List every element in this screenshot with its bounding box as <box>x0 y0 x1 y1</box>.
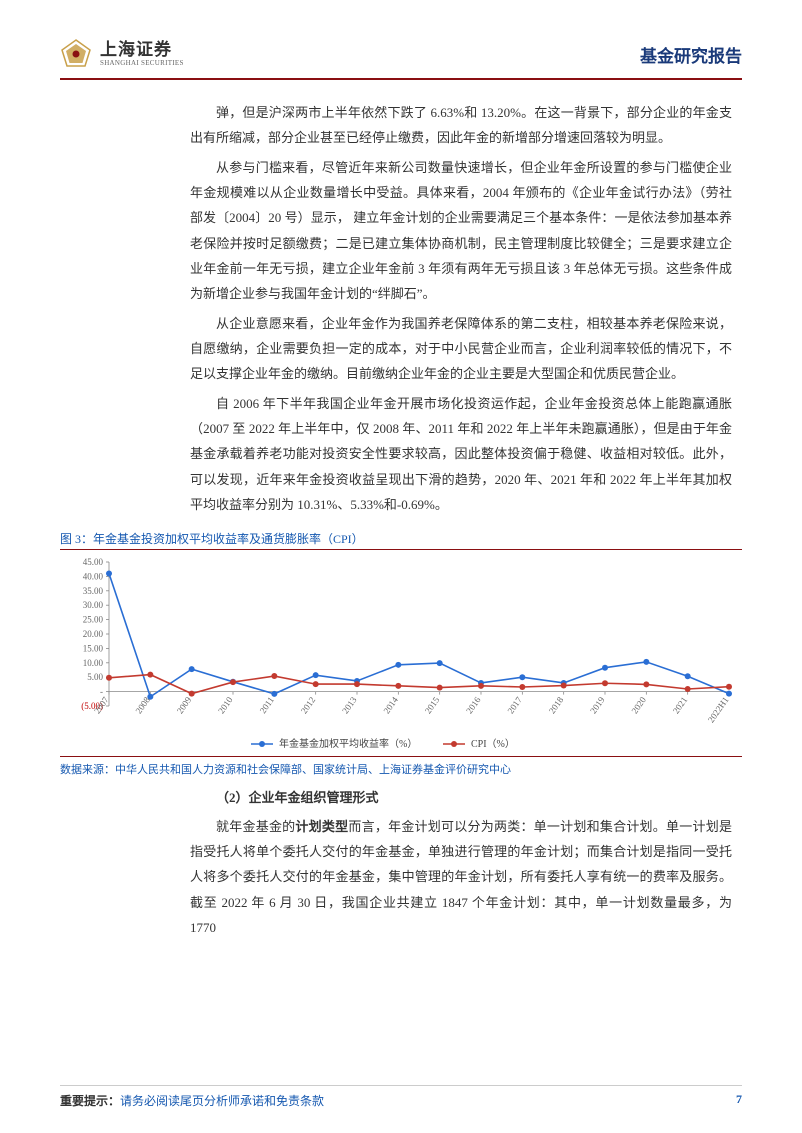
line-chart: (5.00)-5.0010.0015.0020.0025.0030.0035.0… <box>60 554 742 754</box>
svg-text:2013: 2013 <box>340 694 359 715</box>
text: 就年金基金的 <box>216 819 295 834</box>
text: 而言，年金计划可以分为两类：单一计划和集合计划。单一计划是指受托人将单个委托人交… <box>190 819 732 935</box>
logo: 上海证券 SHANGHAI SECURITIES <box>60 38 184 70</box>
svg-text:25.00: 25.00 <box>83 614 104 624</box>
data-source: 数据来源：中华人民共和国人力资源和社会保障部、国家统计局、上海证券基金评价研究中… <box>60 756 742 777</box>
svg-text:2012: 2012 <box>299 695 318 715</box>
svg-text:2017: 2017 <box>505 694 524 715</box>
paragraph: 从企业意愿来看，企业年金作为我国养老保障体系的第二支柱，相较基本养老保险来说，自… <box>190 311 732 387</box>
svg-text:30.00: 30.00 <box>83 600 104 610</box>
logo-icon <box>60 38 92 70</box>
svg-text:2022H1: 2022H1 <box>706 695 731 724</box>
svg-text:15.00: 15.00 <box>83 643 104 653</box>
svg-text:年金基金加权平均收益率（%）: 年金基金加权平均收益率（%） <box>279 737 417 750</box>
svg-text:5.00: 5.00 <box>87 672 103 682</box>
svg-text:2020: 2020 <box>629 694 648 715</box>
paragraph: 自 2006 年下半年我国企业年金开展市场化投资运作起，企业年金投资总体上能跑赢… <box>190 391 732 518</box>
body-content: 弹，但是沪深两市上半年依然下跌了 6.63%和 13.20%。在这一背景下，部分… <box>190 100 732 518</box>
logo-text-en: SHANGHAI SECURITIES <box>100 60 184 68</box>
svg-text:2007: 2007 <box>92 694 111 715</box>
svg-text:2015: 2015 <box>423 694 442 715</box>
svg-text:2016: 2016 <box>464 694 483 715</box>
footer-label: 重要提示： <box>60 1094 120 1108</box>
report-type: 基金研究报告 <box>640 42 742 67</box>
svg-text:35.00: 35.00 <box>83 585 104 595</box>
svg-text:20.00: 20.00 <box>83 629 104 639</box>
svg-text:2009: 2009 <box>175 694 194 715</box>
svg-text:2011: 2011 <box>258 695 276 715</box>
chart-title: 图 3：年金基金投资加权平均收益率及通货膨胀率（CPI） <box>60 530 742 547</box>
page-footer: 重要提示：请务必阅读尾页分析师承诺和免责条款 7 <box>60 1085 742 1109</box>
svg-text:45.00: 45.00 <box>83 557 104 567</box>
paragraph: 从参与门槛来看，尽管近年来新公司数量快速增长，但企业年金所设置的参与门槛使企业年… <box>190 155 732 307</box>
footer-text: 请务必阅读尾页分析师承诺和免责条款 <box>120 1094 324 1108</box>
svg-text:2019: 2019 <box>588 694 607 715</box>
chart-container: (5.00)-5.0010.0015.0020.0025.0030.0035.0… <box>60 549 742 754</box>
subsection-heading: （2）企业年金组织管理形式 <box>190 787 742 806</box>
svg-text:2021: 2021 <box>671 695 690 715</box>
svg-text:2010: 2010 <box>216 694 235 715</box>
logo-text-cn: 上海证券 <box>100 41 184 60</box>
paragraph: 就年金基金的计划类型而言，年金计划可以分为两类：单一计划和集合计划。单一计划是指… <box>190 814 732 941</box>
svg-text:2018: 2018 <box>547 694 566 715</box>
svg-text:10.00: 10.00 <box>83 657 104 667</box>
paragraph: 弹，但是沪深两市上半年依然下跌了 6.63%和 13.20%。在这一背景下，部分… <box>190 100 732 151</box>
svg-text:2014: 2014 <box>381 694 400 715</box>
bold-text: 计划类型 <box>295 819 348 834</box>
svg-text:CPI（%）: CPI（%） <box>471 738 515 750</box>
page-number: 7 <box>736 1092 742 1109</box>
body-content-2: 就年金基金的计划类型而言，年金计划可以分为两类：单一计划和集合计划。单一计划是指… <box>190 814 732 941</box>
svg-text:40.00: 40.00 <box>83 571 104 581</box>
page-header: 上海证券 SHANGHAI SECURITIES 基金研究报告 <box>60 38 742 80</box>
